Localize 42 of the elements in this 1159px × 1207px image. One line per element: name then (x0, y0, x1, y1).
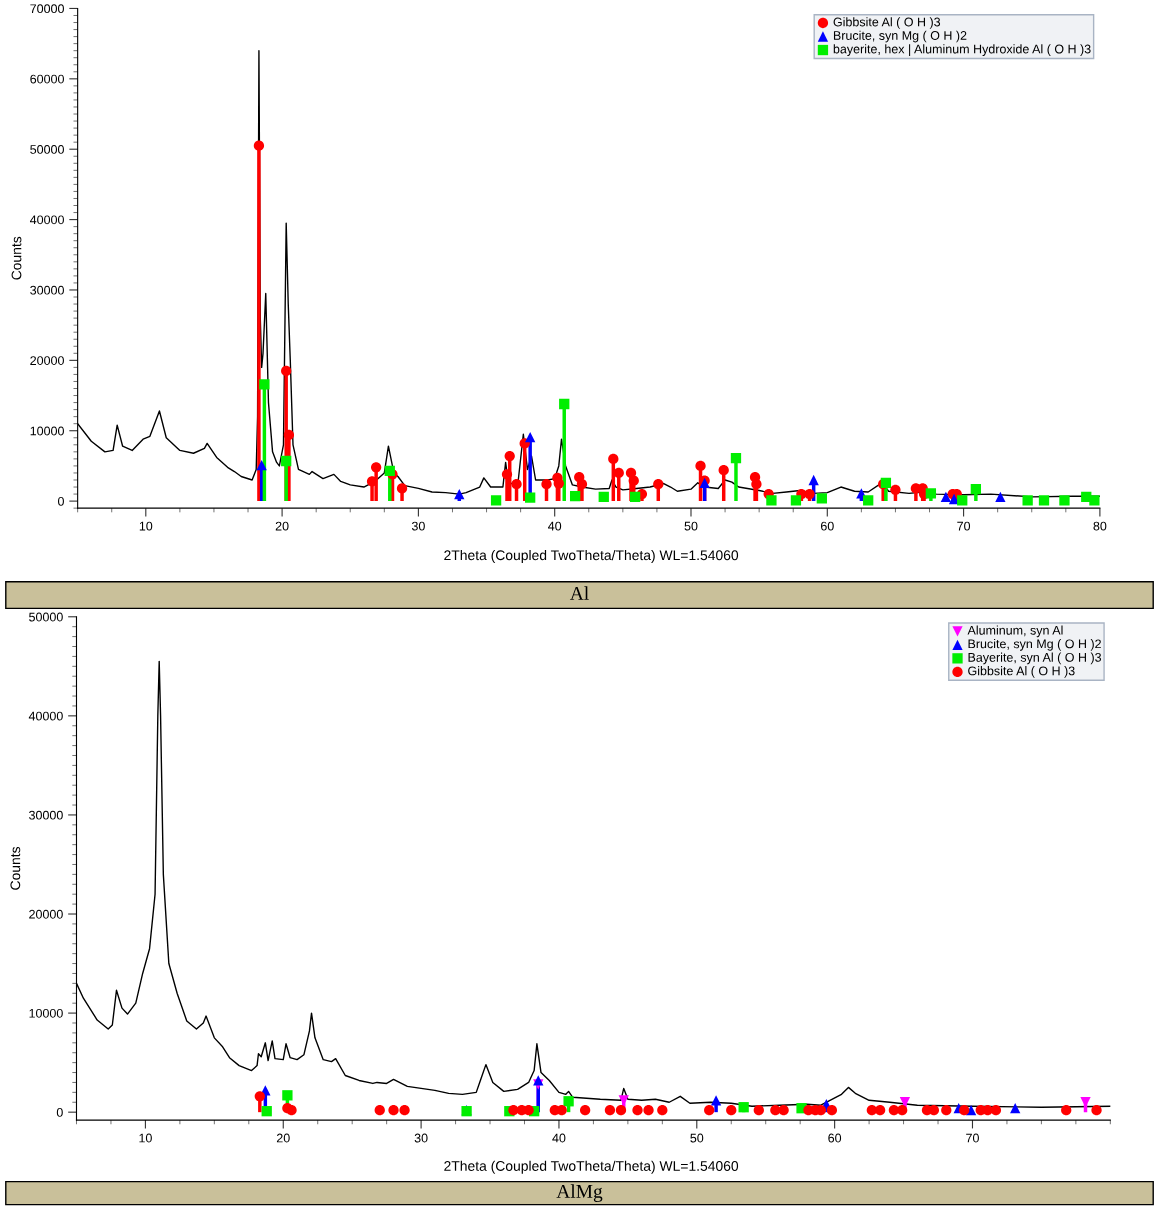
y-tick-label: 0 (58, 496, 64, 506)
y-tick-label: 50000 (30, 145, 64, 154)
y-tick-label: 20000 (30, 356, 64, 365)
y-tick-label: 50000 (29, 612, 63, 622)
x-tick-label: 60 (828, 1133, 842, 1143)
x-tick-label: 50 (690, 1133, 704, 1143)
y-tick-label: 60000 (30, 74, 64, 84)
text: AlMg (556, 1184, 603, 1202)
legend-label: Aluminum, syn Al (967, 625, 1063, 638)
x-tick-label: 30 (414, 1133, 428, 1143)
y-axis-title: Counts (10, 846, 21, 890)
legend-label: Bayerite, syn Al ( O H )3 (968, 652, 1102, 665)
x-tick-label: 20 (275, 521, 289, 531)
y-tick-label: 20000 (29, 909, 63, 919)
y-tick-label: 30000 (29, 810, 63, 820)
y-tick-label: 40000 (29, 215, 64, 225)
x-tick-label: 60 (820, 521, 834, 531)
x-tick-label: 10 (139, 521, 153, 531)
y-tick-label: 10000 (29, 1008, 63, 1018)
x-tick-label: 70 (966, 1133, 979, 1143)
y-axis-title: Counts (11, 236, 22, 280)
legend-label: Gibbsite Al ( O H )3 (968, 666, 1075, 678)
legend-label: bayerite, hex | Aluminum Hydroxide Al ( O H )3 (833, 44, 1091, 56)
x-tick-label: 80 (1093, 521, 1107, 531)
x-tick-label: 10 (139, 1133, 152, 1143)
x-tick-label: 70 (957, 521, 971, 531)
y-tick-label: 30000 (30, 285, 64, 295)
x-tick-label: 40 (552, 1133, 566, 1143)
legend-label: Brucite, syn Mg ( O H )2 (968, 639, 1101, 651)
y-tick-label: 0 (56, 1107, 63, 1117)
y-tick-label: 70000 (30, 4, 64, 14)
x-tick-label: 30 (411, 521, 425, 531)
x-tick-label: 20 (276, 1133, 290, 1143)
legend-label: Brucite, syn Mg ( O H )2 (833, 30, 967, 43)
x-axis-title: 2Theta (Coupled TwoTheta/Theta) WL=1.54060 (444, 549, 739, 563)
x-tick-label: 40 (548, 521, 562, 531)
x-axis-title: 2Theta (Coupled TwoTheta/Theta) WL=1.54060 (444, 1160, 739, 1174)
legend-label: Gibbsite Al ( O H )3 (833, 17, 941, 29)
text: Al (569, 586, 589, 600)
y-tick-label: 10000 (30, 426, 64, 436)
y-tick-label: 40000 (28, 711, 63, 721)
x-tick-label: 50 (684, 521, 698, 531)
